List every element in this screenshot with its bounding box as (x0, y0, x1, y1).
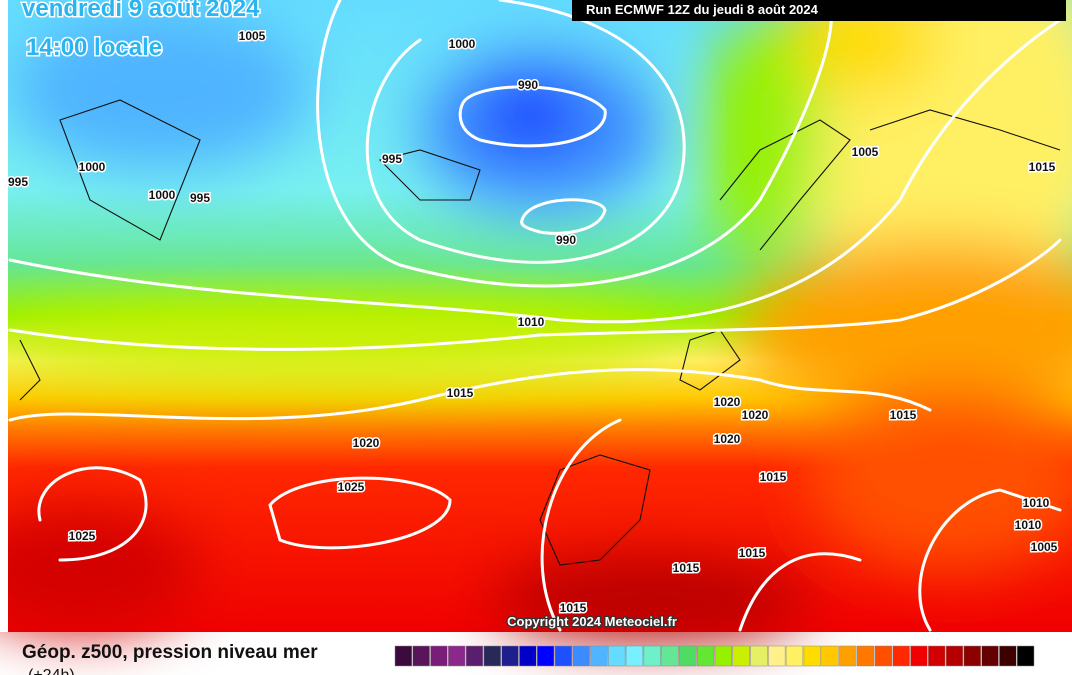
scale-swatch (465, 645, 484, 667)
isobar-label: 1000 (79, 160, 106, 174)
scale-swatch (785, 645, 804, 667)
copyright: Copyright 2024 Meteociel.fr (507, 614, 677, 629)
scale-swatch (963, 645, 981, 667)
scale-swatch (999, 645, 1017, 667)
isobars (8, 0, 1062, 632)
scale-swatch (608, 645, 626, 667)
scale-swatch (536, 645, 555, 667)
color-scale (394, 645, 1035, 667)
scale-swatch (590, 645, 608, 667)
scale-swatch (981, 645, 999, 667)
scale-swatch (928, 645, 946, 667)
scale-swatch (945, 645, 964, 667)
scale-swatch (625, 645, 644, 667)
scale-swatch (1016, 645, 1035, 667)
scale-swatch (572, 645, 590, 667)
isobar-label: 990 (518, 78, 538, 92)
scale-swatch (661, 645, 679, 667)
isobar-label: 1020 (714, 395, 741, 409)
scale-swatch (803, 645, 821, 667)
isobar-label: 1005 (1031, 540, 1058, 554)
scale-swatch (696, 645, 715, 667)
scale-swatch (554, 645, 573, 667)
isobar-label: 990 (556, 233, 576, 247)
scale-swatch (643, 645, 661, 667)
isobar-label: 1010 (1023, 496, 1050, 510)
map-title: vendredi 9 août 2024 (22, 0, 260, 22)
scale-swatch (483, 645, 501, 667)
scale-swatch (732, 645, 750, 667)
isobar-label: 995 (382, 152, 402, 166)
isobar-labels: 1005 1000 990 995 1000 995 1000 995 990 1005 1015 1… (6, 28, 1059, 617)
scale-swatch (679, 645, 697, 667)
isobar-label: 995 (190, 191, 210, 205)
map-time: 14:00 locale (26, 34, 162, 61)
isobar-label: 1015 (739, 546, 766, 560)
isobar-label: 1015 (890, 408, 917, 422)
isobar-label: 1000 (149, 188, 176, 202)
isobar-label: 1025 (69, 529, 96, 543)
scale-swatch (714, 645, 733, 667)
isobar-label: 1010 (1015, 518, 1042, 532)
isobar-label: 1015 (560, 601, 587, 615)
scale-swatch (839, 645, 857, 667)
map-area: 1005 1000 990 995 1000 995 1000 995 990 1005 1015 1… (0, 0, 1072, 640)
scale-swatch (750, 645, 768, 667)
scale-swatch (910, 645, 928, 667)
footer-subtitle: (+24h) (28, 667, 75, 675)
isobar-label: 1015 (1029, 160, 1056, 174)
footer-title: Géop. z500, pression niveau mer (22, 642, 318, 663)
isobar-label: 1005 (852, 145, 879, 159)
scale-swatch (821, 645, 839, 667)
scale-swatch (892, 645, 910, 667)
scale-swatch (394, 645, 413, 667)
isobar-label: 1020 (353, 436, 380, 450)
scale-swatch (430, 645, 448, 667)
isobar-label: 995 (8, 175, 28, 189)
scale-swatch (768, 645, 786, 667)
scale-swatch (856, 645, 875, 667)
isobar-label: 1005 (239, 29, 266, 43)
scale-swatch (501, 645, 519, 667)
isobar-label: 1020 (742, 408, 769, 422)
scale-swatch (448, 645, 466, 667)
isobar-label: 1010 (518, 315, 545, 329)
scale-swatch (519, 645, 537, 667)
isobar-label: 1025 (338, 480, 365, 494)
run-text: Run ECMWF 12Z du jeudi 8 août 2024 (586, 2, 819, 17)
isobar-label: 1015 (447, 386, 474, 400)
isobar-label: 1020 (714, 432, 741, 446)
scale-swatch (874, 645, 893, 667)
isobar-label: 1000 (449, 37, 476, 51)
isobar-label: 1015 (673, 561, 700, 575)
isobar-label: 1015 (760, 470, 787, 484)
scale-swatch (412, 645, 430, 667)
run-banner (572, 0, 1066, 21)
